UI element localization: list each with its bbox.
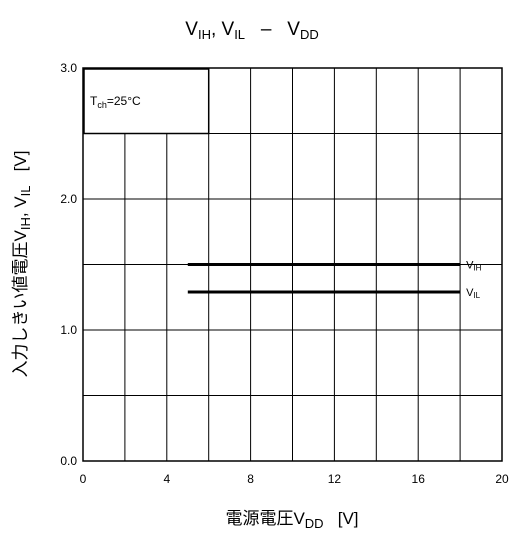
x-tick-label: 12 [328, 472, 342, 486]
x-tick-label: 8 [247, 472, 254, 486]
y-tick-label: 2.0 [60, 192, 77, 206]
y-tick-label: 1.0 [60, 323, 77, 337]
axis-labels: VIH, VIL – VDD 電源電圧VDD [V] 入力しきい値電圧VIH, VI… [11, 19, 359, 531]
x-tick-label: 20 [495, 472, 509, 486]
y-axis-label: 入力しきい値電圧VIH, VIL [V] [11, 151, 33, 378]
series-label-1: VIL [466, 287, 481, 300]
plot-frame [82, 67, 503, 462]
series-label-0: VIH [466, 260, 482, 273]
series-lines: VIH VIL [187, 260, 482, 300]
chart-title: VIH, VIL – VDD [185, 19, 318, 42]
y-tick-label: 0.0 [60, 454, 77, 468]
annotation-frame [83, 68, 210, 135]
tick-labels: 0 4 8 12 16 20 0.0 1.0 2.0 3.0 [60, 61, 509, 486]
x-axis-label: 電源電圧VDD [V] [225, 509, 358, 531]
y-tick-label: 3.0 [60, 61, 77, 75]
annotation-text: Tch=25°C [90, 94, 141, 110]
annotation-box: Tch=25°C [83, 68, 210, 135]
x-tick-label: 0 [80, 472, 87, 486]
x-tick-label: 16 [412, 472, 426, 486]
x-tick-label: 4 [163, 472, 170, 486]
